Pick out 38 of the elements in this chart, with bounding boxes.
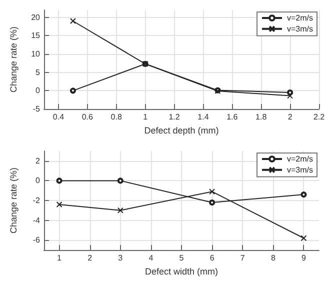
y-tick-label: -2 <box>32 196 41 205</box>
y-tick-label: 2 <box>36 156 41 166</box>
x-tick-label: 0.4 <box>52 112 65 122</box>
x-tick-label: 1.6 <box>226 112 238 122</box>
y-tick-label: -4 <box>32 216 41 225</box>
legend-label: v=3m/s <box>286 24 314 34</box>
x-tick-label: 2.2 <box>313 112 326 122</box>
y-tick-label: 10 <box>31 50 41 58</box>
x-tick-label: 8 <box>270 254 276 262</box>
x-tick-label: 7 <box>240 254 246 262</box>
x-tick-label: 5 <box>179 254 184 262</box>
y-tick-label: 0 <box>36 176 41 186</box>
x-axis-title: Defect depth (mm) <box>144 125 219 136</box>
legend-label: v=2m/s <box>286 14 314 22</box>
x-tick-label: 6 <box>210 254 215 262</box>
y-axis-title: Change rate (%) <box>8 167 18 234</box>
x-tick-label: 1.4 <box>198 112 210 122</box>
y-tick-label: 0 <box>36 86 41 96</box>
x-tick-label: 2 <box>288 112 293 122</box>
x-tick-label: 1 <box>143 112 148 122</box>
x-tick-label: 0.8 <box>110 112 122 122</box>
y-axis-title: Change rate (%) <box>8 26 18 93</box>
x-tick-label: 9 <box>301 254 306 262</box>
x-tick-label: 4 <box>148 254 154 262</box>
legend-label: v=2m/s <box>286 154 314 164</box>
legend-label: v=3m/s <box>286 165 314 174</box>
y-tick-label: 20 <box>31 12 41 22</box>
x-tick-label: 3 <box>118 254 124 262</box>
x-tick-label: 1.8 <box>256 112 268 122</box>
y-tick-label: -6 <box>32 236 41 245</box>
y-tick-label: 5 <box>36 68 41 77</box>
y-tick-label: -5 <box>32 104 41 114</box>
x-tick-label: 1.2 <box>168 112 180 122</box>
x-tick-label: 1 <box>57 254 62 262</box>
x-axis-title: Defect width (mm) <box>144 266 218 276</box>
x-tick-label: 0.6 <box>82 112 94 122</box>
x-tick-label: 2 <box>88 254 93 262</box>
y-tick-label: 15 <box>31 31 41 40</box>
